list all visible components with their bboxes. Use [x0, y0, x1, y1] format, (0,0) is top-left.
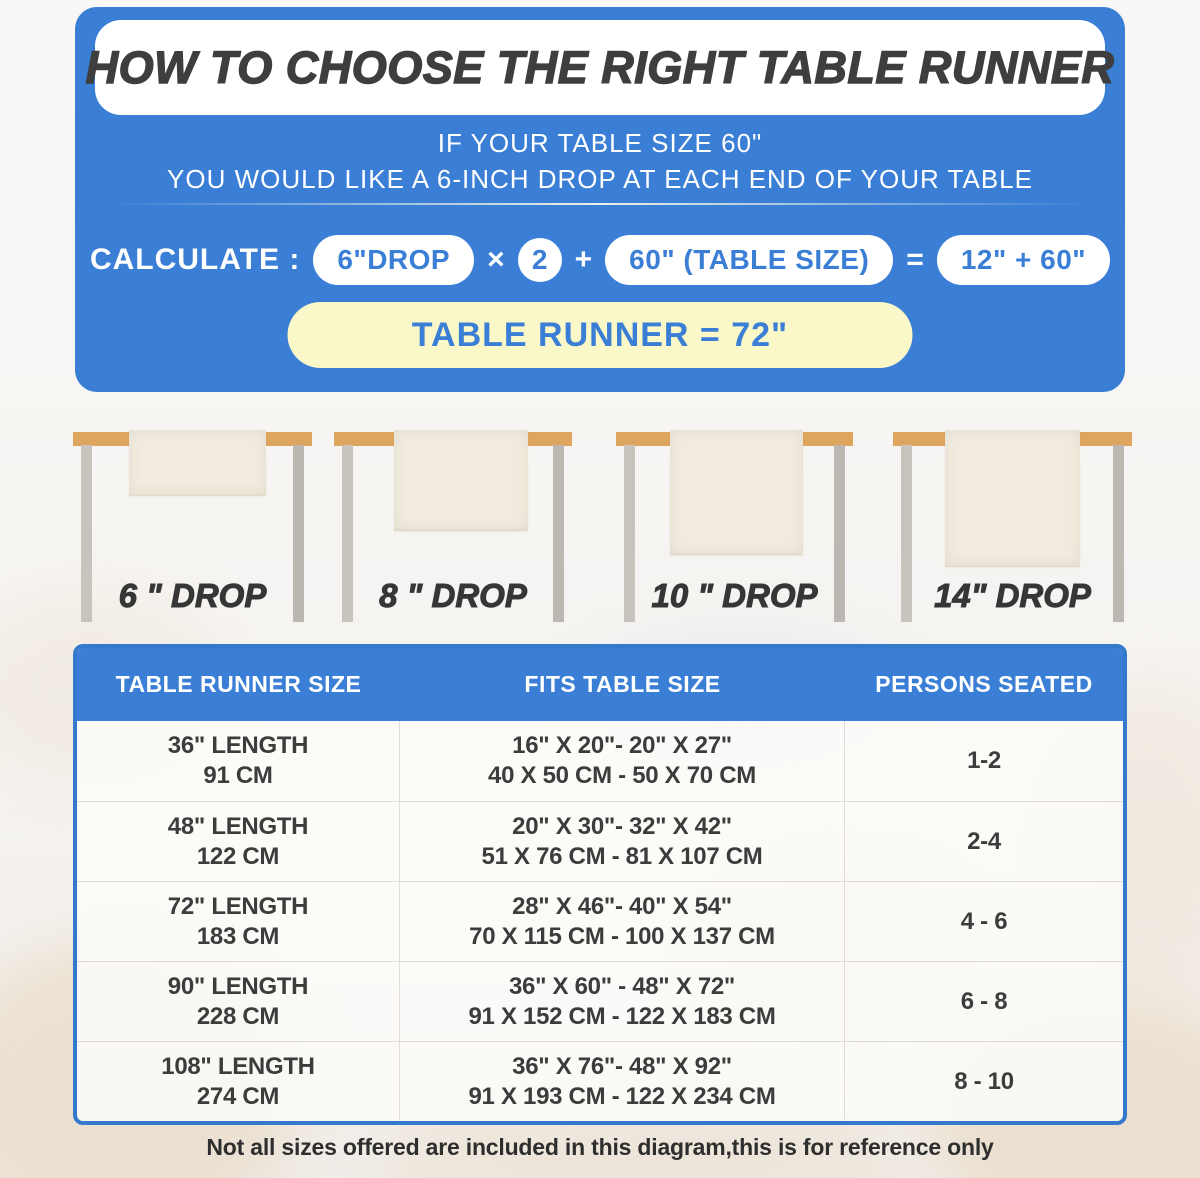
- fits-cm: 91 X 193 CM - 122 X 234 CM: [468, 1082, 776, 1110]
- runner-size-cell: 108" LENGTH 274 CM: [77, 1042, 400, 1121]
- runner-length: 108" LENGTH: [161, 1052, 315, 1080]
- fits-inches: 20" X 30"- 32" X 42": [512, 812, 732, 840]
- drop-label: 6 " DROP: [118, 577, 267, 615]
- sum-pill: 12" + 60": [936, 235, 1111, 285]
- table-illustration-8-inch: 8 " DROP: [334, 430, 572, 625]
- table-leg-left: [624, 445, 635, 622]
- fits-inches: 16" X 20"- 20" X 27": [512, 732, 732, 759]
- fits-cm: 40 X 50 CM - 50 X 70 CM: [488, 762, 756, 789]
- multiplier-circle: 2: [517, 238, 562, 282]
- fits-cm: 51 X 76 CM - 81 X 107 CM: [481, 842, 763, 870]
- runner-cloth: [945, 430, 1080, 567]
- fits-cm: 70 X 115 CM - 100 X 137 CM: [469, 922, 775, 950]
- runner-size-cell: 36" LENGTH 91 CM: [77, 721, 400, 801]
- table-leg-right: [553, 445, 564, 622]
- result-banner: TABLE RUNNER = 72": [287, 302, 913, 368]
- runner-size-cell: 72" LENGTH 183 CM: [77, 882, 400, 961]
- table-row: 108" LENGTH 274 CM 36" X 76"- 48" X 92" …: [77, 1041, 1123, 1121]
- table-row: 36" LENGTH 91 CM 16" X 20"- 20" X 27" 40…: [77, 721, 1123, 801]
- equals-sign: =: [906, 243, 924, 276]
- runner-length-cm: 228 CM: [196, 1002, 280, 1030]
- table-size-pill: 60" (TABLE SIZE): [605, 235, 894, 285]
- fits-size-cell: 20" X 30"- 32" X 42" 51 X 76 CM - 81 X 1…: [400, 802, 845, 881]
- fits-inches: 36" X 76"- 48" X 92": [512, 1052, 732, 1080]
- fits-size-cell: 36" X 60" - 48" X 72" 91 X 152 CM - 122 …: [400, 962, 845, 1041]
- divider-line: [111, 203, 1089, 205]
- plus-sign: +: [574, 243, 593, 276]
- runner-length-cm: 183 CM: [196, 922, 280, 950]
- table-illustration-10-inch: 10 " DROP: [616, 430, 853, 625]
- drop-label: 10 " DROP: [651, 577, 818, 615]
- table-leg-right: [1113, 445, 1124, 622]
- subtitle-line-1: IF YOUR TABLE SIZE 60": [437, 128, 763, 158]
- runner-length-cm: 274 CM: [196, 1082, 280, 1110]
- column-header-fits-table-size: FITS TABLE SIZE: [524, 671, 721, 697]
- runner-length: 48" LENGTH: [167, 812, 309, 840]
- table-illustration-14-inch: 14" DROP: [893, 430, 1132, 625]
- size-chart-body: 36" LENGTH 91 CM 16" X 20"- 20" X 27" 40…: [77, 721, 1123, 1121]
- calculation-row: CALCULATE : 6"DROP × 2 + 60" (TABLE SIZE…: [75, 229, 1125, 291]
- persons-cell: 1-2: [967, 747, 1001, 774]
- runner-cloth: [129, 430, 266, 496]
- fits-size-cell: 16" X 20"- 20" X 27" 40 X 50 CM - 50 X 7…: [400, 721, 845, 801]
- subtitle-line-2: YOU WOULD LIKE A 6-INCH DROP AT EACH END…: [167, 164, 1033, 194]
- drop-label: 14" DROP: [934, 577, 1092, 615]
- column-header-runner-size: TABLE RUNNER SIZE: [115, 671, 362, 697]
- table-leg-right: [293, 445, 304, 622]
- fits-size-cell: 28" X 46"- 40" X 54" 70 X 115 CM - 100 X…: [400, 882, 845, 961]
- column-header-persons-seated: PERSONS SEATED: [875, 671, 1093, 697]
- persons-cell: 6 - 8: [960, 987, 1008, 1015]
- fits-cm: 91 X 152 CM - 122 X 183 CM: [468, 1002, 776, 1030]
- runner-size-cell: 90" LENGTH 228 CM: [77, 962, 400, 1041]
- size-chart-card: TABLE RUNNER SIZE FITS TABLE SIZE PERSON…: [73, 644, 1127, 1125]
- table-illustration-6-inch: 6 " DROP: [73, 430, 312, 625]
- persons-cell: 2-4: [967, 827, 1001, 855]
- persons-cell: 8 - 10: [954, 1067, 1014, 1095]
- table-leg-left: [342, 445, 353, 622]
- table-row: 48" LENGTH 122 CM 20" X 30"- 32" X 42" 5…: [77, 801, 1123, 881]
- fits-size-cell: 36" X 76"- 48" X 92" 91 X 193 CM - 122 X…: [400, 1042, 845, 1121]
- runner-length-cm: 91 CM: [203, 762, 273, 789]
- title-pill: HOW TO CHOOSE THE RIGHT TABLE RUNNER: [85, 20, 1115, 115]
- table-leg-left: [81, 445, 92, 622]
- table-row: 72" LENGTH 183 CM 28" X 46"- 40" X 54" 7…: [77, 881, 1123, 961]
- persons-cell: 4 - 6: [960, 907, 1008, 935]
- hero-panel: HOW TO CHOOSE THE RIGHT TABLE RUNNER IF …: [75, 7, 1125, 392]
- runner-cloth: [394, 430, 528, 531]
- runner-size-cell: 48" LENGTH 122 CM: [77, 802, 400, 881]
- drop-value-pill: 6"DROP: [313, 235, 475, 285]
- runner-cloth: [670, 430, 803, 555]
- page-title: HOW TO CHOOSE THE RIGHT TABLE RUNNER: [85, 41, 1115, 93]
- table-leg-right: [834, 445, 845, 622]
- times-sign: ×: [487, 243, 505, 276]
- runner-length: 36" LENGTH: [167, 732, 309, 759]
- fits-inches: 28" X 46"- 40" X 54": [512, 892, 732, 920]
- drop-label: 8 " DROP: [379, 577, 528, 615]
- calculate-label: CALCULATE :: [89, 243, 301, 276]
- runner-length: 72" LENGTH: [167, 892, 309, 920]
- table-row: 90" LENGTH 228 CM 36" X 60" - 48" X 72" …: [77, 961, 1123, 1041]
- runner-length-cm: 122 CM: [196, 842, 280, 870]
- size-chart-header: TABLE RUNNER SIZE FITS TABLE SIZE PERSON…: [77, 648, 1123, 721]
- footer-note: Not all sizes offered are included in th…: [206, 1134, 994, 1160]
- table-leg-left: [901, 445, 912, 622]
- fits-inches: 36" X 60" - 48" X 72": [508, 972, 735, 1000]
- runner-length: 90" LENGTH: [167, 972, 309, 1000]
